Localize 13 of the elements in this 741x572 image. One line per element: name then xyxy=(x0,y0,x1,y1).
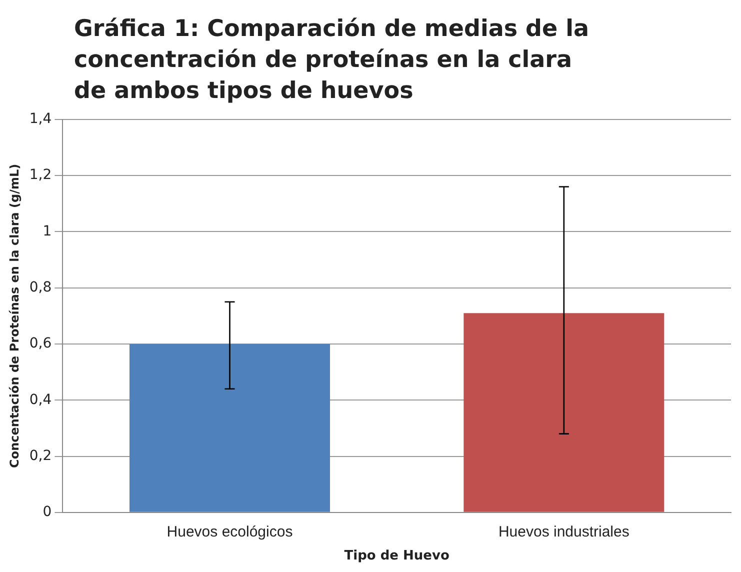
y-tick-label: 0 xyxy=(42,504,52,520)
y-tick-label: 1 xyxy=(42,223,52,240)
x-tick-label: Huevos ecológicos xyxy=(166,524,293,541)
y-tick-label: 0,8 xyxy=(29,279,52,296)
y-tick-label: 1,2 xyxy=(29,167,52,184)
y-tick-label: 0,4 xyxy=(29,392,52,408)
y-tick-label: 0,6 xyxy=(29,336,52,352)
y-tick-label: 0,2 xyxy=(29,448,52,464)
x-axis-title: Tipo de Huevo xyxy=(344,548,450,564)
y-axis-title: Concentación de Proteínas en la clara (g/mL) xyxy=(7,164,22,468)
y-tick-label: 1,4 xyxy=(29,111,52,128)
chart-title: Gráfica 1: Comparación de medias de la concentración de proteínas en la clara de ambos tipos de huevos xyxy=(74,15,590,106)
x-tick-label: Huevos industriales xyxy=(498,524,630,541)
